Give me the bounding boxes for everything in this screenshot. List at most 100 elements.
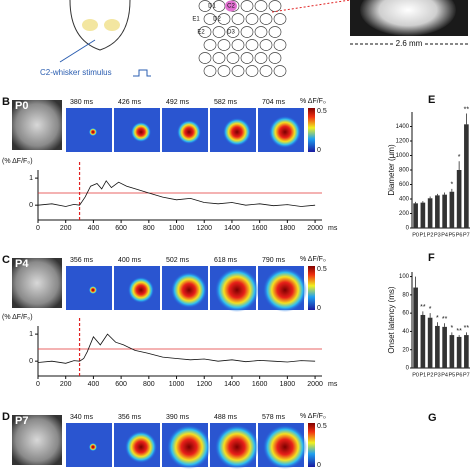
- barrel: [254, 26, 268, 38]
- barrel: [198, 0, 212, 12]
- x-tick-label: 2000: [307, 381, 323, 388]
- x-tick-label: P3: [434, 232, 441, 238]
- frame-time: 618 ms: [214, 257, 237, 264]
- barrel: [273, 39, 287, 51]
- scale-label: 2.6 mm: [396, 39, 423, 48]
- x-tick-label: 600: [115, 225, 127, 232]
- significance: **: [456, 328, 462, 335]
- frame-time: 578 ms: [262, 414, 285, 421]
- age-image: [12, 100, 62, 150]
- panel-label: B: [2, 96, 10, 108]
- x-tick-label: 400: [88, 225, 100, 232]
- y-tick-label: 1400: [396, 124, 410, 130]
- y-axis-label: Diameter (µm): [387, 144, 396, 196]
- x-tick-label: 1200: [196, 225, 212, 232]
- bar: [442, 194, 447, 228]
- y-tick-label: 0: [29, 358, 33, 365]
- bar: [420, 314, 426, 368]
- panel-label: D: [2, 411, 10, 423]
- activation-spot: [263, 425, 307, 469]
- x-tick-label: 1000: [169, 225, 185, 232]
- bar: [456, 170, 462, 228]
- significance: *: [451, 182, 454, 189]
- stimulus-label: C2-whisker stimulus: [40, 68, 112, 77]
- frame-time: 356 ms: [70, 257, 93, 264]
- age-label: P7: [15, 415, 28, 427]
- barrel: [203, 65, 217, 77]
- y-tick-label: 1200: [396, 139, 410, 145]
- barrel: [217, 65, 231, 77]
- barrel: [259, 39, 273, 51]
- panel-label: C: [2, 254, 10, 266]
- colorbar-title: % ΔF/F₀: [300, 256, 326, 263]
- bar: [464, 124, 469, 228]
- trace: [37, 180, 316, 207]
- bar: [456, 336, 462, 368]
- barrel: [212, 52, 226, 64]
- barrel-field-image: [271, 0, 468, 45]
- significance: *: [451, 325, 454, 332]
- x-tick-label: 1000: [169, 381, 185, 388]
- barrel: [198, 26, 212, 38]
- barrel: [245, 65, 259, 77]
- x-tick-label: P0: [412, 372, 419, 378]
- x-tick-label: 1400: [224, 225, 240, 232]
- y-axis-label: (% ΔF/F₀): [2, 158, 33, 165]
- frame-time: 582 ms: [214, 99, 237, 106]
- x-tick-label: P6: [456, 372, 463, 378]
- barrel: [226, 52, 240, 64]
- x-tick-label: 600: [115, 381, 127, 388]
- barrel-map: E1 D1 E2 D2 C2 D3: [192, 0, 287, 77]
- colorbar-min: 0: [317, 462, 321, 469]
- barrel-label: E2: [197, 30, 205, 36]
- barrel: [231, 13, 245, 25]
- barrel: [240, 52, 254, 64]
- y-tick-label: 0: [406, 366, 410, 372]
- bar: [413, 287, 418, 368]
- barrel: [226, 26, 240, 38]
- significance: *: [458, 154, 461, 161]
- barrel: [203, 39, 217, 51]
- significance: **: [464, 325, 470, 332]
- y-tick-label: 400: [399, 197, 410, 203]
- barrel: [245, 39, 259, 51]
- age-image: [12, 258, 62, 308]
- barrel: [259, 13, 273, 25]
- colorbar: [308, 266, 315, 310]
- frame-time: 492 ms: [166, 99, 189, 106]
- barrel: [254, 0, 268, 12]
- x-tick-label: P0: [412, 232, 419, 238]
- activation-spot: [167, 425, 211, 469]
- x-tick-label: 200: [60, 225, 72, 232]
- activation-spot: [125, 431, 157, 463]
- bar: [413, 203, 418, 228]
- c2-highlight: [225, 0, 237, 12]
- x-tick-label: P2: [427, 232, 434, 238]
- head-sketch: [59, 0, 151, 77]
- barrel: [217, 13, 231, 25]
- bar: [442, 326, 447, 368]
- y-tick-label: 1000: [396, 153, 410, 159]
- panel-label: F: [428, 252, 435, 264]
- activation-spot: [269, 116, 301, 148]
- panel-label: G: [428, 412, 437, 424]
- x-tick-label: P4: [441, 232, 448, 238]
- barrel: [231, 39, 245, 51]
- y-axis-label: (% ΔF/F₀): [2, 314, 33, 321]
- frame-image: [66, 423, 112, 467]
- frame-time: 380 ms: [70, 99, 93, 106]
- bar: [464, 335, 469, 368]
- frame-image: [66, 266, 112, 310]
- barrel: [268, 0, 282, 12]
- barrel: [231, 65, 245, 77]
- x-tick-label: P1: [420, 372, 427, 378]
- x-unit: ms: [328, 381, 338, 388]
- colorbar-max: 0.5: [317, 423, 327, 430]
- age-label: P4: [15, 258, 29, 270]
- x-tick-label: 1800: [280, 225, 296, 232]
- y-tick-label: 100: [399, 274, 410, 280]
- x-tick-label: 1400: [224, 381, 240, 388]
- x-tick-label: 1200: [196, 381, 212, 388]
- barrel-label: D1: [208, 4, 216, 10]
- y-axis-label: Onset latency (ms): [387, 286, 396, 353]
